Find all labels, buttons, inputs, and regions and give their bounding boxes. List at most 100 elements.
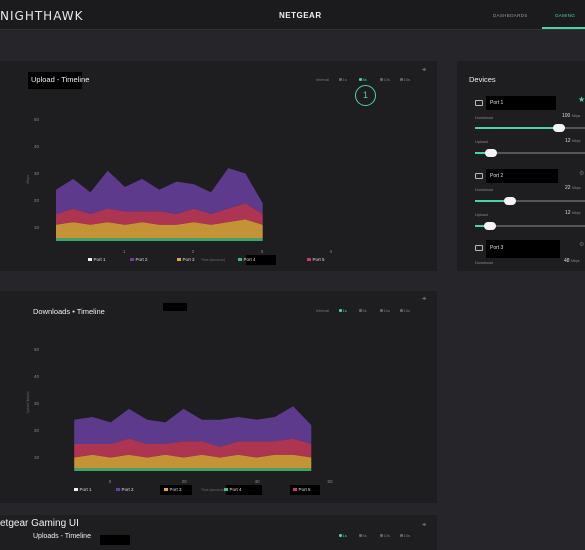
y-tick-label: 20 [34, 428, 40, 433]
area-series-port-2 [74, 406, 312, 447]
x-tick-label: 3 [261, 249, 264, 254]
redaction-box [246, 255, 276, 265]
legend-port-2[interactable]: Port 2 [130, 257, 148, 262]
range-option-15s[interactable]: 15s [400, 77, 410, 82]
netgear-brand: NETGEAR [279, 11, 322, 20]
area-series-port-3 [56, 219, 263, 239]
area-series-port-5 [56, 203, 263, 225]
range-option-10s[interactable]: 10s [380, 77, 390, 82]
download-value: 100 Mbps [562, 113, 581, 119]
legend-port-4[interactable]: Port 4 [238, 257, 256, 262]
upload-label: Upload [475, 212, 488, 217]
radio-dot-icon [339, 534, 342, 537]
device-name-box [486, 96, 556, 110]
legend-port-4[interactable]: Port 4 [224, 487, 242, 492]
uploads-card-title: Uploads - Timeline [33, 533, 91, 540]
legend-swatch [177, 257, 181, 262]
upload-card-title: Upload - Timeline [31, 75, 90, 84]
radio-dot-icon [339, 309, 342, 312]
radio-dot-icon [380, 309, 383, 312]
legend-port-5[interactable]: Port 5 [307, 257, 325, 262]
y-tick-label: 50 [34, 117, 40, 122]
upload-slider-knob[interactable] [484, 222, 496, 230]
download-timeline-card: Downloads • Timeline Interval 1s 5s 10s … [0, 291, 437, 503]
expand-icon[interactable]: ⌖ [422, 65, 427, 74]
upload-value: 12 Mbps [565, 210, 581, 216]
redaction-box [28, 72, 82, 89]
range-option-1s[interactable]: 1s [339, 77, 347, 82]
interval-label: Interval [316, 308, 330, 313]
y-tick-label: 30 [34, 401, 40, 406]
y-tick-label: 50 [34, 347, 40, 352]
upload-slider-knob[interactable] [485, 149, 497, 157]
range-option-10s[interactable]: 10s [380, 533, 390, 538]
range-option-10s[interactable]: 10s [380, 308, 390, 313]
radio-dot-icon [359, 309, 362, 312]
redaction-box [163, 303, 187, 311]
radio-dot-icon [359, 534, 362, 537]
radio-dot-icon [359, 78, 362, 81]
download-slider-knob[interactable] [504, 197, 516, 205]
nighthawk-logo: NIGHTHAWK [0, 9, 84, 23]
y-tick-label: 10 [34, 225, 40, 230]
download-slider-track[interactable] [475, 200, 585, 202]
download-chart: 10 20 30 40 50 0 20 40 60 Time (seconds) Speed (Mb… [26, 347, 333, 492]
range-option-15s[interactable]: 15s [400, 308, 410, 313]
y-tick-label: 20 [34, 198, 40, 203]
laptop-icon [475, 173, 483, 179]
download-card-title: Downloads • Timeline [33, 307, 105, 316]
legend-swatch [164, 487, 168, 492]
y-tick-label: 40 [34, 144, 40, 149]
legend-swatch [130, 257, 134, 262]
upload-slider-track[interactable] [475, 225, 585, 227]
upload-slider-track[interactable] [475, 152, 585, 154]
legend-port-3[interactable]: Port 3 [164, 487, 182, 492]
x-tick-label: 4 [330, 249, 333, 254]
range-option-5s[interactable]: 5s [359, 308, 367, 313]
devices-card: Devices Port 1 ★ Download 100 Mbps Uploa… [457, 61, 585, 271]
tab-gaming[interactable]: GAMING [555, 13, 576, 18]
laptop-icon [475, 245, 483, 251]
download-slider-knob[interactable] [553, 124, 565, 132]
range-option-1s[interactable]: 1s [339, 533, 347, 538]
download-slider-fill [475, 200, 510, 202]
y-tick-label: 40 [34, 374, 40, 379]
range-option-5s[interactable]: 5s [359, 77, 367, 82]
legend-port-1[interactable]: Port 1 [74, 487, 92, 492]
uploads-timeline-card-partial: etgear Gaming UI Uploads - Timeline 1s 5… [0, 515, 437, 550]
range-option-15s[interactable]: 15s [400, 533, 410, 538]
tab-dashboards[interactable]: DASHBOARDS [493, 13, 528, 18]
redaction-box [226, 485, 262, 495]
upload-label: Upload [475, 139, 488, 144]
download-slider-fill [475, 127, 560, 129]
settings-icon[interactable]: ⚙ [579, 171, 585, 177]
range-option-5s[interactable]: 5s [359, 533, 367, 538]
legend-port-5[interactable]: Port 5 [293, 487, 311, 492]
y-axis-caption: Mbps [26, 175, 30, 184]
expand-icon[interactable]: ⌖ [422, 294, 427, 303]
interval-label: Interval [316, 77, 330, 82]
download-label: Download [475, 115, 493, 120]
legend-port-2[interactable]: Port 2 [116, 487, 134, 492]
legend-port-1[interactable]: Port 1 [88, 257, 106, 262]
device-name: Port 3 [490, 245, 504, 251]
x-tick-label: 40 [255, 479, 261, 484]
x-tick-label: 2 [192, 249, 195, 254]
annotation-callout: 1 [355, 85, 376, 106]
area-series-port-2 [56, 168, 263, 214]
legend-port-3[interactable]: Port 3 [177, 257, 195, 262]
download-label: Download [475, 260, 493, 265]
legend-swatch [238, 257, 242, 262]
legend-swatch [88, 257, 92, 262]
device-name-box [486, 240, 560, 258]
expand-icon[interactable]: ⌖ [422, 520, 427, 529]
settings-icon[interactable]: ⚙ [579, 242, 585, 248]
legend-swatch [224, 487, 228, 492]
devices-title: Devices [469, 75, 496, 84]
radio-dot-icon [380, 78, 383, 81]
download-value: 22 Mbps [565, 185, 581, 191]
legend-swatch [74, 487, 78, 492]
radio-dot-icon [400, 309, 403, 312]
star-icon[interactable]: ★ [578, 95, 585, 104]
range-option-1s[interactable]: 1s [339, 308, 347, 313]
